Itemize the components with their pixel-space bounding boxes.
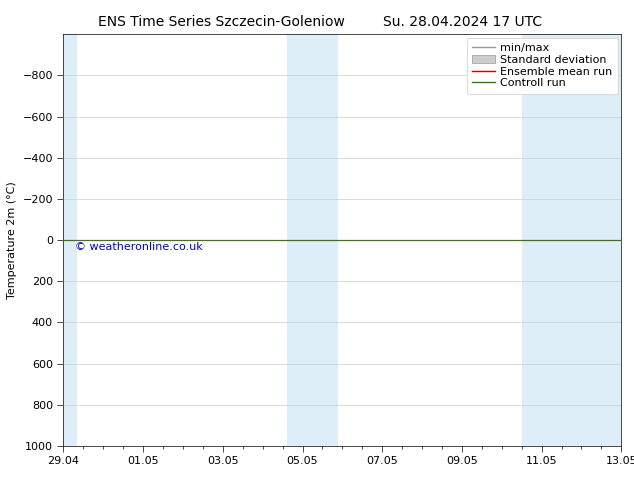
- Y-axis label: Temperature 2m (°C): Temperature 2m (°C): [7, 181, 17, 299]
- Bar: [287, 34, 306, 446]
- Bar: [522, 34, 548, 446]
- Text: © weatheronline.co.uk: © weatheronline.co.uk: [75, 242, 202, 252]
- Bar: [306, 34, 339, 446]
- Text: Su. 28.04.2024 17 UTC: Su. 28.04.2024 17 UTC: [384, 15, 542, 29]
- Bar: [63, 34, 77, 446]
- Text: ENS Time Series Szczecin-Goleniow: ENS Time Series Szczecin-Goleniow: [98, 15, 346, 29]
- Bar: [548, 34, 621, 446]
- Legend: min/max, Standard deviation, Ensemble mean run, Controll run: min/max, Standard deviation, Ensemble me…: [467, 38, 618, 94]
